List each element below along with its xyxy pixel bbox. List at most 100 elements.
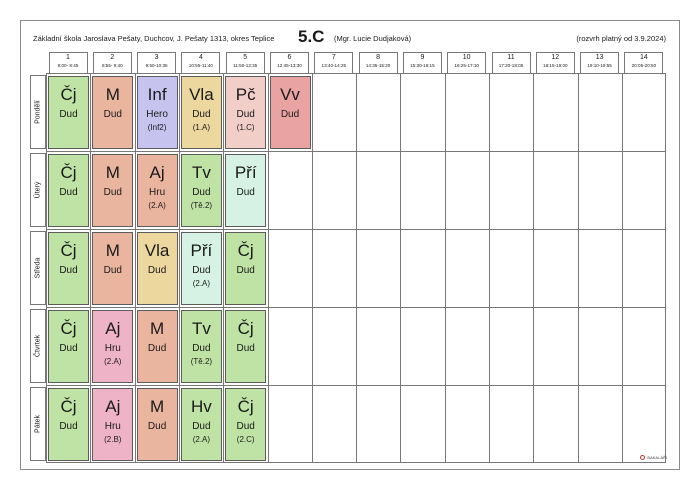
period-time: 9:50-10:35 [145, 63, 168, 68]
period-time: 19:10-19:55 [587, 63, 612, 68]
period-number: 5 [243, 54, 248, 61]
lesson-cell: M Dud [92, 76, 134, 149]
lesson-subject: M [150, 397, 165, 416]
period-time: 20:05-20:50 [631, 63, 657, 68]
timetable-header: Základní škola Jaroslava Pešaty, Duchcov… [0, 24, 700, 46]
lesson-cell: Hv Dud (2.A) [180, 388, 222, 461]
lesson-room: (Inf2) [147, 123, 167, 132]
period-header: 11 17:20-18:05 [491, 52, 531, 74]
period-header: 10 16:25-17:10 [447, 52, 487, 74]
lesson-teacher: Dud [236, 187, 255, 198]
grid-line-vertical [356, 73, 358, 463]
grid-line-vertical [489, 73, 490, 463]
period-header: 5 11:50-12:35 [225, 52, 265, 74]
lesson-cell: M Dud [136, 310, 178, 383]
period-time: 10:55-11:40 [188, 63, 213, 68]
lesson-subject: Čj [237, 319, 254, 338]
lesson-cell: Inf Hero (Inf2) [136, 76, 178, 149]
lesson-cell: M Dud [92, 154, 134, 227]
lesson-subject: M [105, 163, 120, 182]
grid-line-horizontal [46, 462, 666, 463]
lesson-subject: Aj [105, 397, 121, 416]
lesson-teacher: Dud [192, 265, 211, 276]
lesson-teacher: Dud [59, 187, 78, 198]
grid-line-horizontal [46, 385, 666, 386]
period-time: 18:15-19:00 [543, 63, 568, 68]
lesson-subject: Tv [191, 163, 211, 182]
grid-line-horizontal [46, 151, 666, 152]
period-header: 12 18:15-19:00 [535, 52, 575, 74]
lesson-teacher: Dud [236, 343, 255, 354]
period-number: 10 [462, 54, 471, 61]
lesson-teacher: Dud [103, 109, 122, 120]
lesson-subject: Pří [234, 163, 257, 182]
lesson-subject: Vv [280, 85, 300, 104]
grid-line-vertical [223, 73, 225, 463]
lesson-room: (1.A) [192, 123, 211, 132]
day-label: Čtvrtek [30, 309, 46, 383]
lesson-subject: M [105, 241, 120, 260]
lesson-subject: Čj [60, 163, 77, 182]
lesson-room: (2.C) [236, 435, 255, 444]
period-number: 1 [66, 54, 70, 61]
lesson-cell: Pří Dud (2.A) [180, 232, 222, 305]
grid-line-vertical [134, 73, 136, 463]
day-name: Středa [34, 257, 42, 279]
lesson-teacher: Dud [236, 421, 255, 432]
lesson-teacher: Dud [192, 109, 211, 120]
lesson-cell: Aj Hru (2.A) [136, 154, 178, 227]
lesson-cell: M Dud [92, 232, 134, 305]
lesson-cell: Čj Dud [48, 388, 89, 461]
lesson-teacher: Dud [147, 421, 167, 432]
grid-line-vertical [178, 73, 180, 463]
period-number: 11 [507, 54, 515, 61]
lesson-teacher: Dud [59, 343, 78, 354]
lesson-cell: Čj Dud [225, 310, 267, 383]
lesson-room: (2.A) [148, 201, 166, 210]
day-label: Pondělí [30, 75, 46, 149]
period-header: 8 14:35-15:20 [358, 52, 398, 74]
grid-line-vertical [267, 73, 269, 463]
period-number: 14 [639, 54, 648, 61]
period-header: 6 12:45-13:30 [270, 52, 309, 74]
lesson-room: (2.B) [104, 435, 122, 444]
lesson-subject: Čj [237, 397, 254, 416]
lesson-teacher: Dud [192, 421, 211, 432]
lesson-teacher: Hero [146, 109, 168, 120]
lesson-subject: Tv [191, 319, 211, 338]
lesson-subject: Aj [149, 163, 165, 182]
period-number: 4 [198, 54, 203, 61]
period-header: 14 20:05-20:50 [624, 52, 664, 74]
class-teacher: (Mgr. Lucie Dudjaková) [334, 34, 412, 43]
lesson-subject: Čj [60, 241, 77, 260]
grid-line-vertical [46, 73, 47, 463]
period-time: 16:25-17:10 [454, 63, 479, 68]
period-number: 13 [595, 54, 604, 61]
period-number: 9 [420, 54, 425, 61]
lesson-room: (2.A) [192, 435, 211, 444]
lesson-room: (Tě.2) [190, 201, 213, 210]
lesson-cell: Aj Hru (2.A) [92, 310, 134, 383]
lesson-cell: Čj Dud (2.C) [225, 388, 267, 461]
lesson-teacher: Dud [192, 187, 211, 198]
lesson-subject: Pč [235, 85, 256, 104]
lesson-teacher: Hru [104, 421, 121, 432]
lesson-teacher: Dud [236, 109, 255, 120]
grid-line-vertical [533, 73, 535, 463]
lesson-teacher: Hru [149, 187, 166, 198]
lesson-cell: Čj Dud [48, 76, 89, 149]
grid-line-vertical [400, 73, 402, 463]
period-header: 7 13:40-14:25 [314, 52, 354, 74]
period-header: 9 15:30-16:15 [402, 52, 442, 74]
lesson-teacher: Dud [280, 109, 300, 120]
lesson-teacher: Dud [103, 265, 122, 276]
lesson-subject: Inf [147, 85, 167, 104]
lesson-teacher: Dud [59, 421, 78, 432]
day-name: Pátek [34, 415, 42, 433]
lesson-subject: M [105, 85, 120, 104]
lesson-cell: Tv Dud (Tě.2) [180, 310, 222, 383]
lesson-room: (2.A) [104, 357, 122, 366]
lesson-cell: Aj Hru (2.B) [92, 388, 134, 461]
period-number: 6 [287, 54, 292, 61]
lesson-subject: Vla [189, 85, 214, 104]
